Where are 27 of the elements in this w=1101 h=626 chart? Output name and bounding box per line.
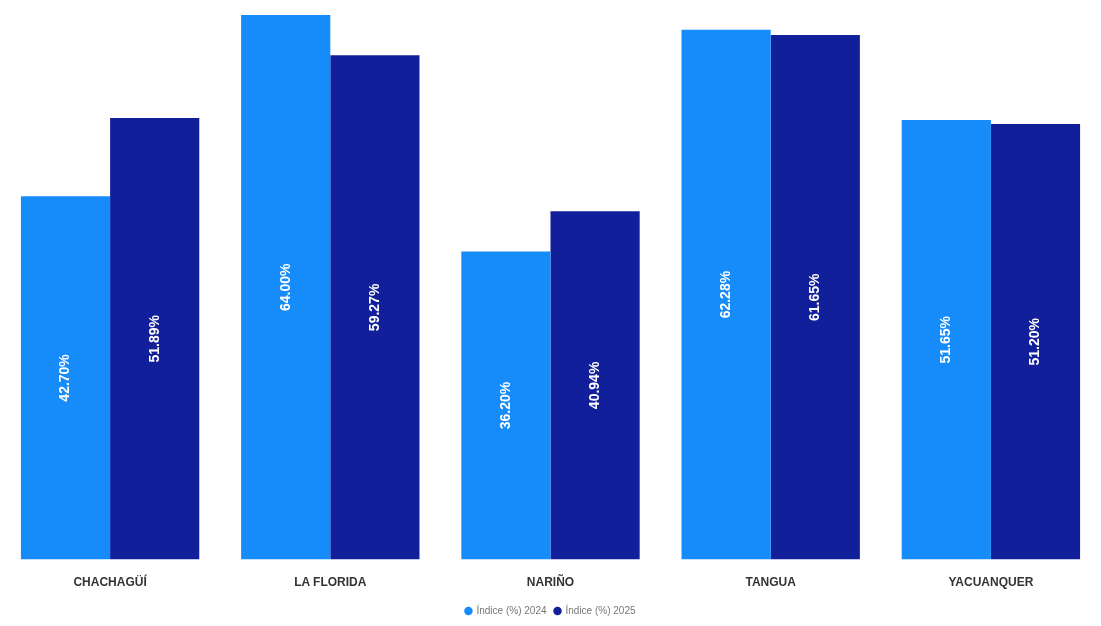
bar [990, 123, 1081, 560]
data-label: 59.27% [365, 283, 382, 332]
data-label: 61.65% [806, 273, 823, 322]
bar [110, 118, 200, 560]
data-label: 62.28% [716, 270, 733, 319]
bar [770, 35, 860, 560]
x-tick-label: CHACHAGÜÍ [73, 574, 148, 590]
x-tick-label: YACUANQUER [948, 575, 1034, 590]
data-label: 51.65% [937, 315, 954, 364]
data-label: 64.00% [276, 263, 293, 312]
data-label: 42.70% [56, 353, 73, 402]
data-label: 51.89% [145, 314, 162, 363]
bar [241, 15, 331, 560]
legend-label: Índice (%) 2024 [476, 603, 547, 616]
bar [901, 120, 991, 560]
bar [20, 196, 111, 560]
data-label: 40.94% [585, 361, 602, 410]
x-tick-label: LA FLORIDA [294, 575, 367, 590]
bar [461, 251, 551, 560]
data-label: 51.20% [1026, 317, 1043, 366]
bar [681, 29, 771, 560]
legend-label: Índice (%) 2025 [565, 603, 636, 616]
bar [330, 55, 420, 560]
bar [550, 211, 640, 560]
x-tick-label: NARIÑO [526, 574, 575, 590]
x-tick-label: TANGUA [745, 575, 797, 590]
data-label: 36.20% [496, 381, 513, 430]
